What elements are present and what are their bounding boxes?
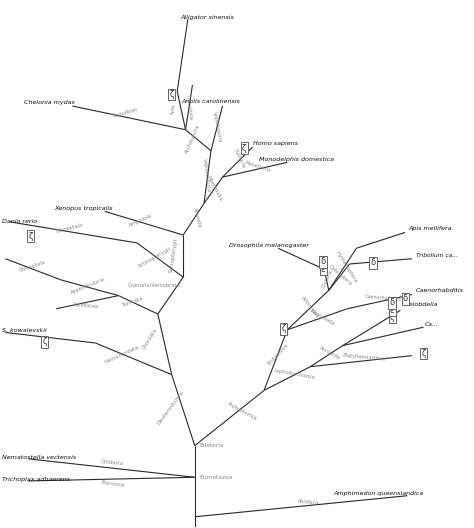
Text: Amphibia: Amphibia <box>128 213 153 228</box>
Text: Lophotrochozoa: Lophotrochozoa <box>273 369 315 381</box>
Text: δ: δ <box>403 294 408 303</box>
Text: ζ: ζ <box>169 90 174 99</box>
Text: ζ: ζ <box>421 349 426 358</box>
Text: Xenopus tropicalis: Xenopus tropicalis <box>54 206 112 211</box>
Text: Homo sapiens: Homo sapiens <box>253 142 298 146</box>
Text: ζ: ζ <box>281 324 286 333</box>
Text: Actinopterygii: Actinopterygii <box>137 246 172 269</box>
Text: Otocephala: Otocephala <box>18 260 46 274</box>
Text: Annelida: Annelida <box>318 346 341 361</box>
Text: Chelonia mydas: Chelonia mydas <box>24 100 75 106</box>
Text: Arthropoda: Arthropoda <box>300 295 322 322</box>
Text: Lepidosauria: Lepidosauria <box>212 111 222 143</box>
Text: Appendicularia: Appendicularia <box>71 277 107 295</box>
Text: Drosophila melanogaster: Drosophila melanogaster <box>229 243 310 248</box>
Text: Mammalia: Mammalia <box>205 175 223 202</box>
Text: Cnidaria: Cnidaria <box>101 459 124 467</box>
Text: δ: δ <box>390 298 395 307</box>
Text: Ascidiacea: Ascidiacea <box>73 303 100 310</box>
Text: Tunicata: Tunicata <box>122 296 145 308</box>
Text: ε: ε <box>321 265 326 274</box>
Text: Placozoa: Placozoa <box>100 479 125 487</box>
Text: Sarcopterygii: Sarcopterygii <box>169 238 179 274</box>
Text: Monodelphis domestica: Monodelphis domestica <box>259 157 335 162</box>
Text: Nematostella vectensis: Nematostella vectensis <box>2 455 76 460</box>
Text: Nematoda: Nematoda <box>309 309 335 327</box>
Text: ζ: ζ <box>42 337 47 346</box>
Text: Platyhelminthes: Platyhelminthes <box>343 353 386 362</box>
Text: Anolis carolinensis: Anolis carolinensis <box>182 99 241 105</box>
Text: Eutheria: Eutheria <box>232 148 246 169</box>
Text: Trichoplax adhaerens: Trichoplax adhaerens <box>2 477 70 483</box>
Text: Eumetazoa: Eumetazoa <box>200 475 233 480</box>
Text: Hymenoptera: Hymenoptera <box>335 250 358 284</box>
Text: Aves: Aves <box>170 103 176 115</box>
Text: Hemichordata: Hemichordata <box>104 344 140 365</box>
Text: Caenorhabditis: Caenorhabditis <box>416 288 464 294</box>
Text: Porifera: Porifera <box>297 499 319 506</box>
Text: Ca...: Ca... <box>425 322 438 327</box>
Text: Caenorhabditis: Caenorhabditis <box>365 294 402 302</box>
Text: Testudines: Testudines <box>112 107 138 119</box>
Text: Amnota: Amnota <box>192 207 203 228</box>
Text: Archosauria: Archosauria <box>184 124 201 155</box>
Text: Lepidosauria: Lepidosauria <box>202 158 211 193</box>
Text: Diptera: Diptera <box>321 269 334 289</box>
Text: Ecdysozoa: Ecdysozoa <box>267 343 289 366</box>
Text: Danio rerio: Danio rerio <box>2 219 37 224</box>
Text: Apis mellifera: Apis mellifera <box>408 226 452 231</box>
Text: S. kowalevskii: S. kowalevskii <box>2 328 47 333</box>
Text: Crocodylia: Crocodylia <box>185 94 193 120</box>
Text: δ: δ <box>371 258 376 268</box>
Text: Coleoptera: Coleoptera <box>328 265 354 287</box>
Text: Chordata: Chordata <box>141 327 158 351</box>
Text: ε: ε <box>390 306 394 315</box>
Text: δ: δ <box>321 257 326 267</box>
Text: Craniata/Vertebrata: Craniata/Vertebrata <box>128 282 181 287</box>
Text: Helobdella: Helobdella <box>405 301 438 307</box>
Text: ζ: ζ <box>242 144 246 153</box>
Text: Deuterostomia: Deuterostomia <box>156 389 185 425</box>
Text: Tribolium ca...: Tribolium ca... <box>416 253 457 258</box>
Text: Metatheria: Metatheria <box>245 161 272 174</box>
Text: Protostomia: Protostomia <box>226 401 258 421</box>
Text: Alligator sinensis: Alligator sinensis <box>180 15 234 20</box>
Text: ζ: ζ <box>390 313 394 322</box>
Text: ζ: ζ <box>28 232 33 241</box>
Text: Bilateria: Bilateria <box>200 443 224 448</box>
Text: Otocephala: Otocephala <box>56 222 84 234</box>
Text: Amphimedon queenslandica: Amphimedon queenslandica <box>333 491 424 496</box>
